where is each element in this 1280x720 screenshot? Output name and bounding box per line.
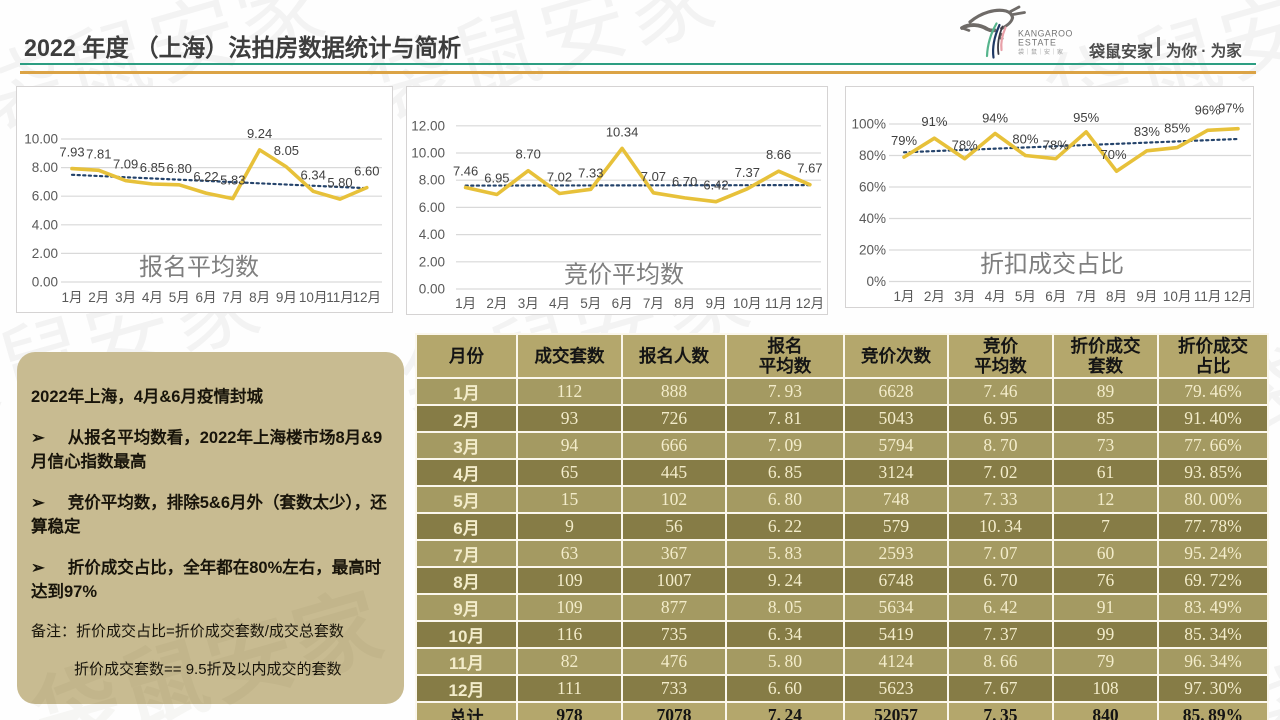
svg-text:94%: 94% [982, 111, 1008, 126]
svg-text:85%: 85% [1164, 121, 1190, 136]
svg-text:1月: 1月 [61, 290, 82, 305]
svg-text:7.93: 7.93 [59, 145, 84, 160]
svg-text:91%: 91% [921, 114, 947, 129]
svg-text:10.00: 10.00 [411, 146, 445, 161]
svg-text:12.00: 12.00 [411, 118, 445, 133]
svg-text:9.24: 9.24 [247, 126, 272, 141]
svg-text:1月: 1月 [455, 296, 476, 311]
svg-text:5月: 5月 [1015, 289, 1036, 304]
svg-text:10.00: 10.00 [24, 132, 58, 147]
svg-text:95%: 95% [1073, 110, 1099, 125]
svg-text:5.80: 5.80 [327, 175, 352, 190]
svg-text:KANGAROO: KANGAROO [1018, 29, 1073, 39]
svg-text:7.09: 7.09 [113, 157, 138, 172]
svg-text:12月: 12月 [796, 296, 825, 311]
svg-text:60%: 60% [859, 180, 886, 195]
svg-text:7.02: 7.02 [547, 170, 572, 185]
svg-text:ESTATE: ESTATE [1018, 38, 1057, 48]
svg-text:7.07: 7.07 [641, 169, 666, 184]
svg-text:7.33: 7.33 [578, 165, 603, 180]
svg-text:7.81: 7.81 [86, 146, 111, 161]
svg-text:0%: 0% [866, 274, 886, 289]
svg-text:10.34: 10.34 [606, 124, 639, 139]
svg-text:0.00: 0.00 [419, 282, 445, 297]
svg-text:6.00: 6.00 [32, 189, 58, 204]
svg-text:7.67: 7.67 [797, 161, 822, 176]
svg-text:2.00: 2.00 [32, 246, 58, 261]
svg-text:8.70: 8.70 [516, 147, 541, 162]
svg-text:96%: 96% [1195, 102, 1221, 117]
svg-text:79%: 79% [891, 133, 917, 148]
svg-text:5月: 5月 [580, 296, 601, 311]
svg-text:6.80: 6.80 [167, 161, 192, 176]
svg-text:78%: 78% [952, 138, 978, 153]
svg-text:11月: 11月 [1194, 289, 1222, 304]
svg-text:6.22: 6.22 [193, 169, 218, 184]
svg-text:6.70: 6.70 [672, 174, 697, 189]
svg-text:11月: 11月 [326, 290, 354, 305]
svg-text:2.00: 2.00 [419, 254, 445, 269]
svg-text:8月: 8月 [249, 290, 270, 305]
svg-text:2月: 2月 [924, 289, 945, 304]
svg-text:8.00: 8.00 [419, 173, 445, 188]
svg-text:7月: 7月 [222, 290, 243, 305]
svg-text:97%: 97% [1218, 101, 1244, 116]
svg-text:11月: 11月 [765, 296, 793, 311]
svg-text:4.00: 4.00 [419, 227, 445, 242]
svg-text:8月: 8月 [1106, 289, 1127, 304]
svg-text:80%: 80% [859, 148, 886, 163]
svg-text:6.60: 6.60 [354, 164, 379, 179]
svg-text:竞价平均数: 竞价平均数 [564, 262, 684, 289]
svg-text:7.46: 7.46 [453, 164, 478, 179]
svg-text:100%: 100% [851, 117, 886, 132]
svg-text:2月: 2月 [88, 290, 109, 305]
svg-text:8.00: 8.00 [32, 160, 58, 175]
svg-text:4.00: 4.00 [32, 217, 58, 232]
svg-text:20%: 20% [859, 243, 886, 258]
svg-text:6.34: 6.34 [301, 167, 326, 182]
svg-text:4月: 4月 [985, 289, 1006, 304]
svg-text:7月: 7月 [1076, 289, 1097, 304]
svg-text:12月: 12月 [1224, 289, 1253, 304]
svg-text:4月: 4月 [142, 290, 163, 305]
svg-text:6.95: 6.95 [484, 171, 509, 186]
svg-text:8.05: 8.05 [274, 143, 299, 158]
svg-text:报名平均数: 报名平均数 [139, 254, 259, 281]
svg-text:0.00: 0.00 [32, 275, 58, 290]
svg-text:10月: 10月 [299, 290, 328, 305]
svg-text:10月: 10月 [733, 296, 762, 311]
svg-text:7.37: 7.37 [735, 165, 760, 180]
svg-text:6月: 6月 [1045, 289, 1066, 304]
svg-text:袋｜鼠｜安｜家: 袋｜鼠｜安｜家 [1018, 48, 1064, 56]
svg-text:80%: 80% [1012, 132, 1038, 147]
svg-text:9月: 9月 [705, 296, 726, 311]
svg-text:折扣成交占比: 折扣成交占比 [980, 251, 1124, 278]
svg-text:70%: 70% [1100, 147, 1126, 162]
svg-text:2月: 2月 [486, 296, 507, 311]
svg-text:6.85: 6.85 [140, 160, 165, 175]
svg-text:6.00: 6.00 [419, 200, 445, 215]
svg-text:6月: 6月 [612, 296, 633, 311]
svg-text:6.42: 6.42 [703, 178, 728, 193]
svg-text:9月: 9月 [1136, 289, 1157, 304]
svg-text:3月: 3月 [954, 289, 975, 304]
svg-text:4月: 4月 [549, 296, 570, 311]
svg-text:8月: 8月 [674, 296, 695, 311]
svg-text:6月: 6月 [195, 290, 216, 305]
svg-text:9月: 9月 [276, 290, 297, 305]
svg-text:3月: 3月 [115, 290, 136, 305]
svg-text:7月: 7月 [643, 296, 664, 311]
svg-text:5月: 5月 [169, 290, 190, 305]
svg-text:1月: 1月 [893, 289, 914, 304]
svg-text:12月: 12月 [353, 290, 382, 305]
svg-text:83%: 83% [1134, 124, 1160, 139]
svg-text:10月: 10月 [1163, 289, 1192, 304]
svg-text:8.66: 8.66 [766, 147, 791, 162]
svg-text:3月: 3月 [518, 296, 539, 311]
svg-text:40%: 40% [859, 211, 886, 226]
svg-text:78%: 78% [1043, 138, 1069, 153]
svg-text:5.83: 5.83 [220, 173, 245, 188]
